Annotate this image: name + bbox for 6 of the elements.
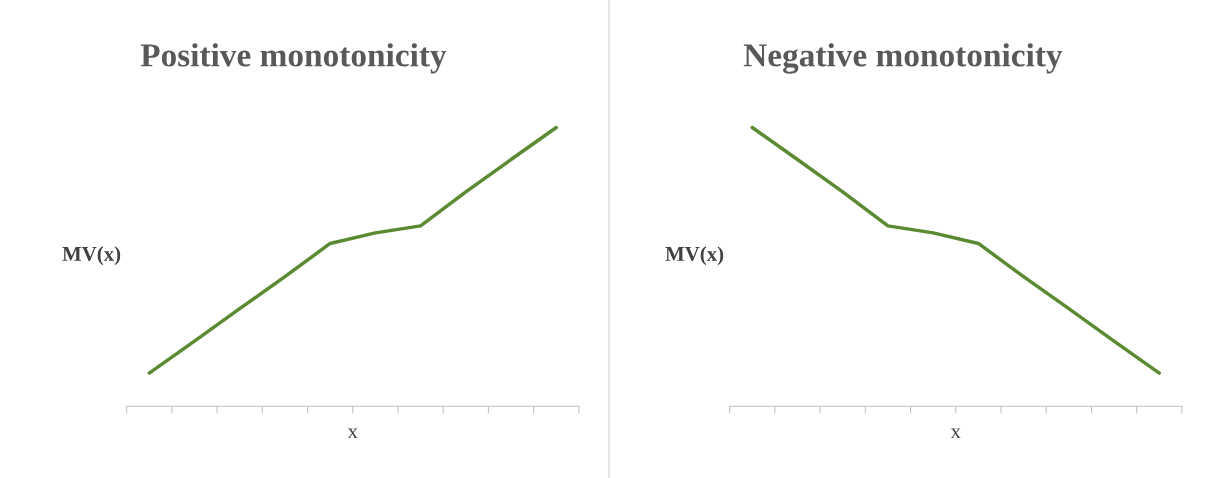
y-axis-title: MV(x) bbox=[62, 246, 121, 266]
chart-title: Positive monotonicity bbox=[140, 43, 447, 74]
x-axis-title: x bbox=[950, 428, 961, 439]
chart-title: Negative monotonicity bbox=[743, 43, 1063, 74]
y-axis-title: MV(x) bbox=[665, 246, 724, 266]
x-axis-title: x bbox=[347, 428, 358, 439]
